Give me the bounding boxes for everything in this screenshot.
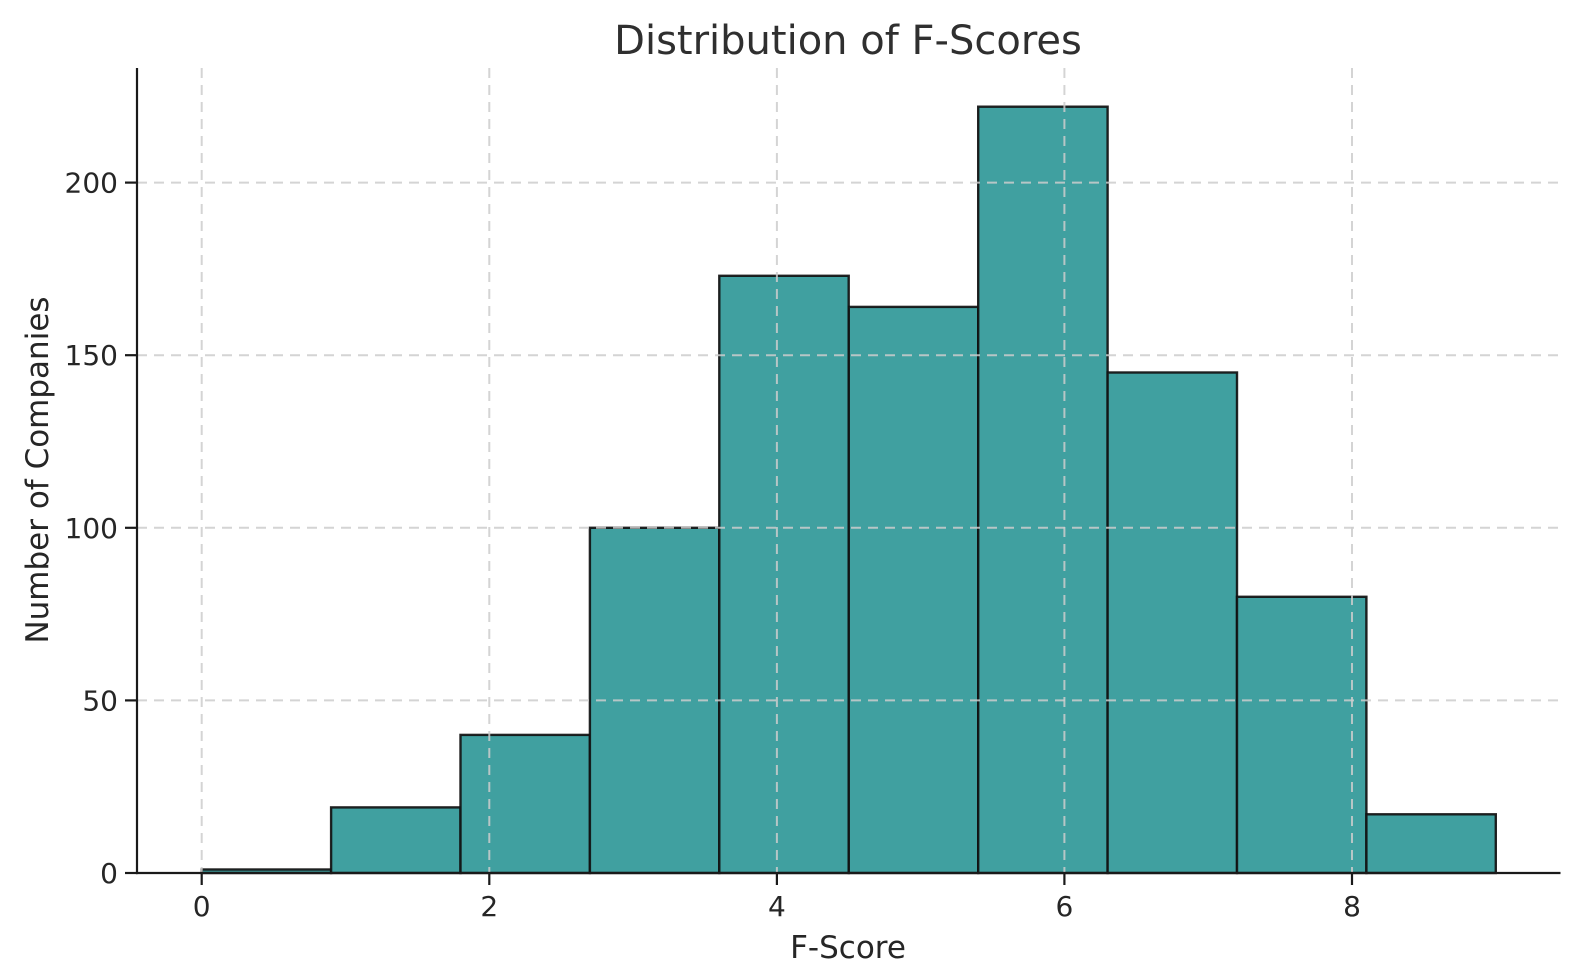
y-tick-label: 50 <box>82 684 118 717</box>
y-axis-label: Number of Companies <box>20 296 56 643</box>
histogram-bar <box>459 733 592 875</box>
histogram-bar <box>977 105 1109 875</box>
histogram-bar <box>847 305 980 875</box>
bars-layer <box>200 105 1498 875</box>
histogram-bar <box>1365 813 1498 875</box>
x-tick-label: 2 <box>480 890 498 923</box>
chart-title: Distribution of F-Scores <box>614 18 1082 64</box>
x-tick-label: 0 <box>193 890 211 923</box>
y-tick-label: 0 <box>100 857 118 890</box>
x-tick-label: 4 <box>768 890 786 923</box>
y-tick-label: 100 <box>65 512 118 545</box>
y-tick-label: 150 <box>65 339 118 372</box>
tick-layer: 0 50 100 150 200 0 2 4 6 8 <box>65 167 1361 923</box>
histogram-bar <box>718 274 850 875</box>
x-tick-label: 6 <box>1055 890 1073 923</box>
histogram-bar <box>1106 371 1239 875</box>
x-tick-label: 8 <box>1343 890 1361 923</box>
histogram-bar <box>1235 595 1368 875</box>
histogram-bar <box>329 806 462 875</box>
grid-layer <box>137 68 1561 873</box>
x-axis-label: F-Score <box>790 930 906 966</box>
axes-spines <box>135 68 1561 875</box>
y-tick-label: 200 <box>65 167 118 200</box>
